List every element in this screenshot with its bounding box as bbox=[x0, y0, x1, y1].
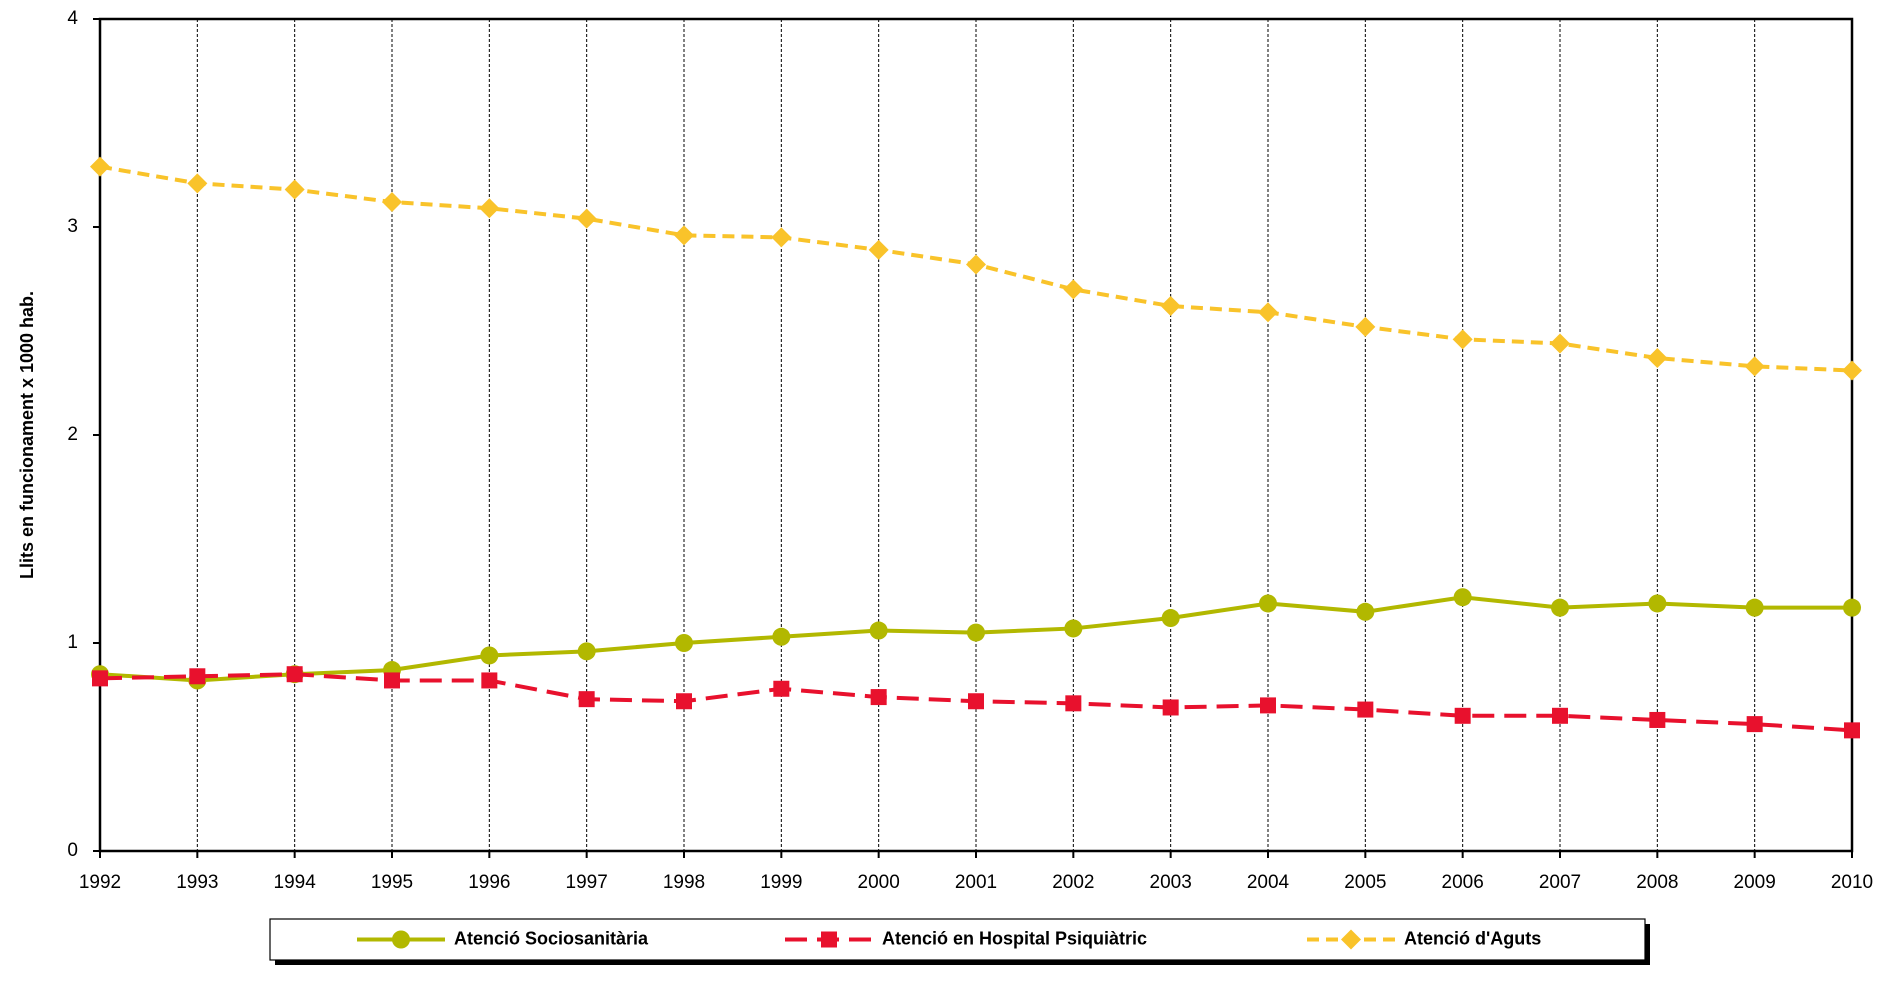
point bbox=[576, 208, 597, 229]
point bbox=[1357, 701, 1374, 718]
point bbox=[1648, 594, 1667, 613]
point bbox=[1260, 697, 1276, 714]
point bbox=[868, 239, 889, 260]
point bbox=[967, 623, 985, 642]
point bbox=[676, 693, 692, 710]
x-tick-label: 2005 bbox=[1344, 872, 1386, 893]
point bbox=[1161, 609, 1180, 628]
x-tick-label: 2000 bbox=[858, 872, 900, 893]
x-tick-label: 2007 bbox=[1539, 872, 1581, 893]
legend-marker bbox=[392, 930, 410, 949]
point bbox=[1355, 316, 1376, 337]
point bbox=[1454, 707, 1471, 724]
point bbox=[1162, 699, 1179, 716]
point bbox=[1552, 707, 1568, 724]
point bbox=[870, 689, 887, 706]
point bbox=[90, 156, 110, 177]
point bbox=[966, 254, 986, 275]
point bbox=[1551, 598, 1569, 617]
point bbox=[92, 670, 108, 687]
x-tick-label: 1997 bbox=[566, 872, 608, 893]
point bbox=[578, 691, 595, 708]
point bbox=[1258, 302, 1278, 323]
point bbox=[284, 179, 305, 200]
x-tick-label: 2001 bbox=[955, 872, 997, 893]
point bbox=[382, 192, 402, 213]
point bbox=[480, 646, 499, 665]
point bbox=[1065, 695, 1082, 712]
point bbox=[1064, 619, 1083, 638]
point bbox=[384, 672, 400, 689]
x-tick-label: 1992 bbox=[79, 872, 121, 893]
legend-label: Atenció d'Aguts bbox=[1404, 928, 1541, 948]
y-tick-label: 0 bbox=[67, 840, 78, 861]
x-tick-label: 1993 bbox=[176, 872, 218, 893]
y-tick-label: 2 bbox=[67, 424, 78, 445]
point bbox=[187, 173, 208, 194]
point bbox=[1453, 588, 1472, 607]
y-tick-label: 3 bbox=[67, 216, 78, 237]
plot-frame bbox=[98, 17, 1854, 853]
y-tick-label: 1 bbox=[67, 632, 78, 653]
x-tick-label: 2010 bbox=[1831, 872, 1873, 893]
legend-marker bbox=[821, 931, 837, 948]
point bbox=[1550, 333, 1570, 354]
x-tick-label: 1995 bbox=[371, 872, 413, 893]
point bbox=[189, 668, 206, 685]
point bbox=[479, 198, 500, 219]
point bbox=[1647, 348, 1668, 369]
point bbox=[286, 666, 303, 683]
x-tick-label: 2002 bbox=[1052, 872, 1094, 893]
point bbox=[1842, 360, 1862, 381]
x-tick-label: 2004 bbox=[1247, 872, 1290, 893]
point bbox=[1744, 356, 1765, 377]
y-axis-title: Llits en funcionament x 1000 hab. bbox=[17, 291, 37, 579]
x-tick-label: 2003 bbox=[1150, 872, 1192, 893]
point bbox=[771, 227, 792, 248]
legend-box bbox=[269, 918, 1646, 961]
point bbox=[1843, 598, 1861, 617]
y-tick-label: 4 bbox=[67, 8, 78, 29]
point bbox=[968, 693, 984, 710]
legend-label: Atenció Sociosanitària bbox=[454, 928, 649, 948]
point bbox=[1844, 722, 1860, 739]
point bbox=[481, 672, 498, 689]
x-tick-label: 2009 bbox=[1734, 872, 1776, 893]
point bbox=[675, 634, 693, 652]
point bbox=[1452, 329, 1473, 350]
point bbox=[1259, 594, 1277, 613]
x-tick-label: 1999 bbox=[760, 872, 802, 893]
x-tick-label: 1994 bbox=[274, 872, 317, 893]
point bbox=[1356, 602, 1375, 621]
point bbox=[577, 642, 596, 661]
x-tick-label: 1998 bbox=[663, 872, 705, 893]
x-tick-label: 1996 bbox=[468, 872, 510, 893]
point bbox=[1160, 296, 1181, 317]
legend-label: Atenció en Hospital Psiquiàtric bbox=[882, 928, 1147, 948]
legend-marker bbox=[1341, 929, 1361, 950]
point bbox=[1745, 598, 1764, 617]
point bbox=[674, 225, 694, 246]
point bbox=[1649, 711, 1666, 728]
point bbox=[773, 680, 790, 697]
point bbox=[1063, 279, 1084, 300]
point bbox=[869, 621, 888, 640]
point bbox=[1746, 716, 1763, 733]
x-tick-label: 2008 bbox=[1636, 872, 1678, 893]
x-tick-label: 2006 bbox=[1442, 872, 1484, 893]
point bbox=[772, 627, 791, 646]
